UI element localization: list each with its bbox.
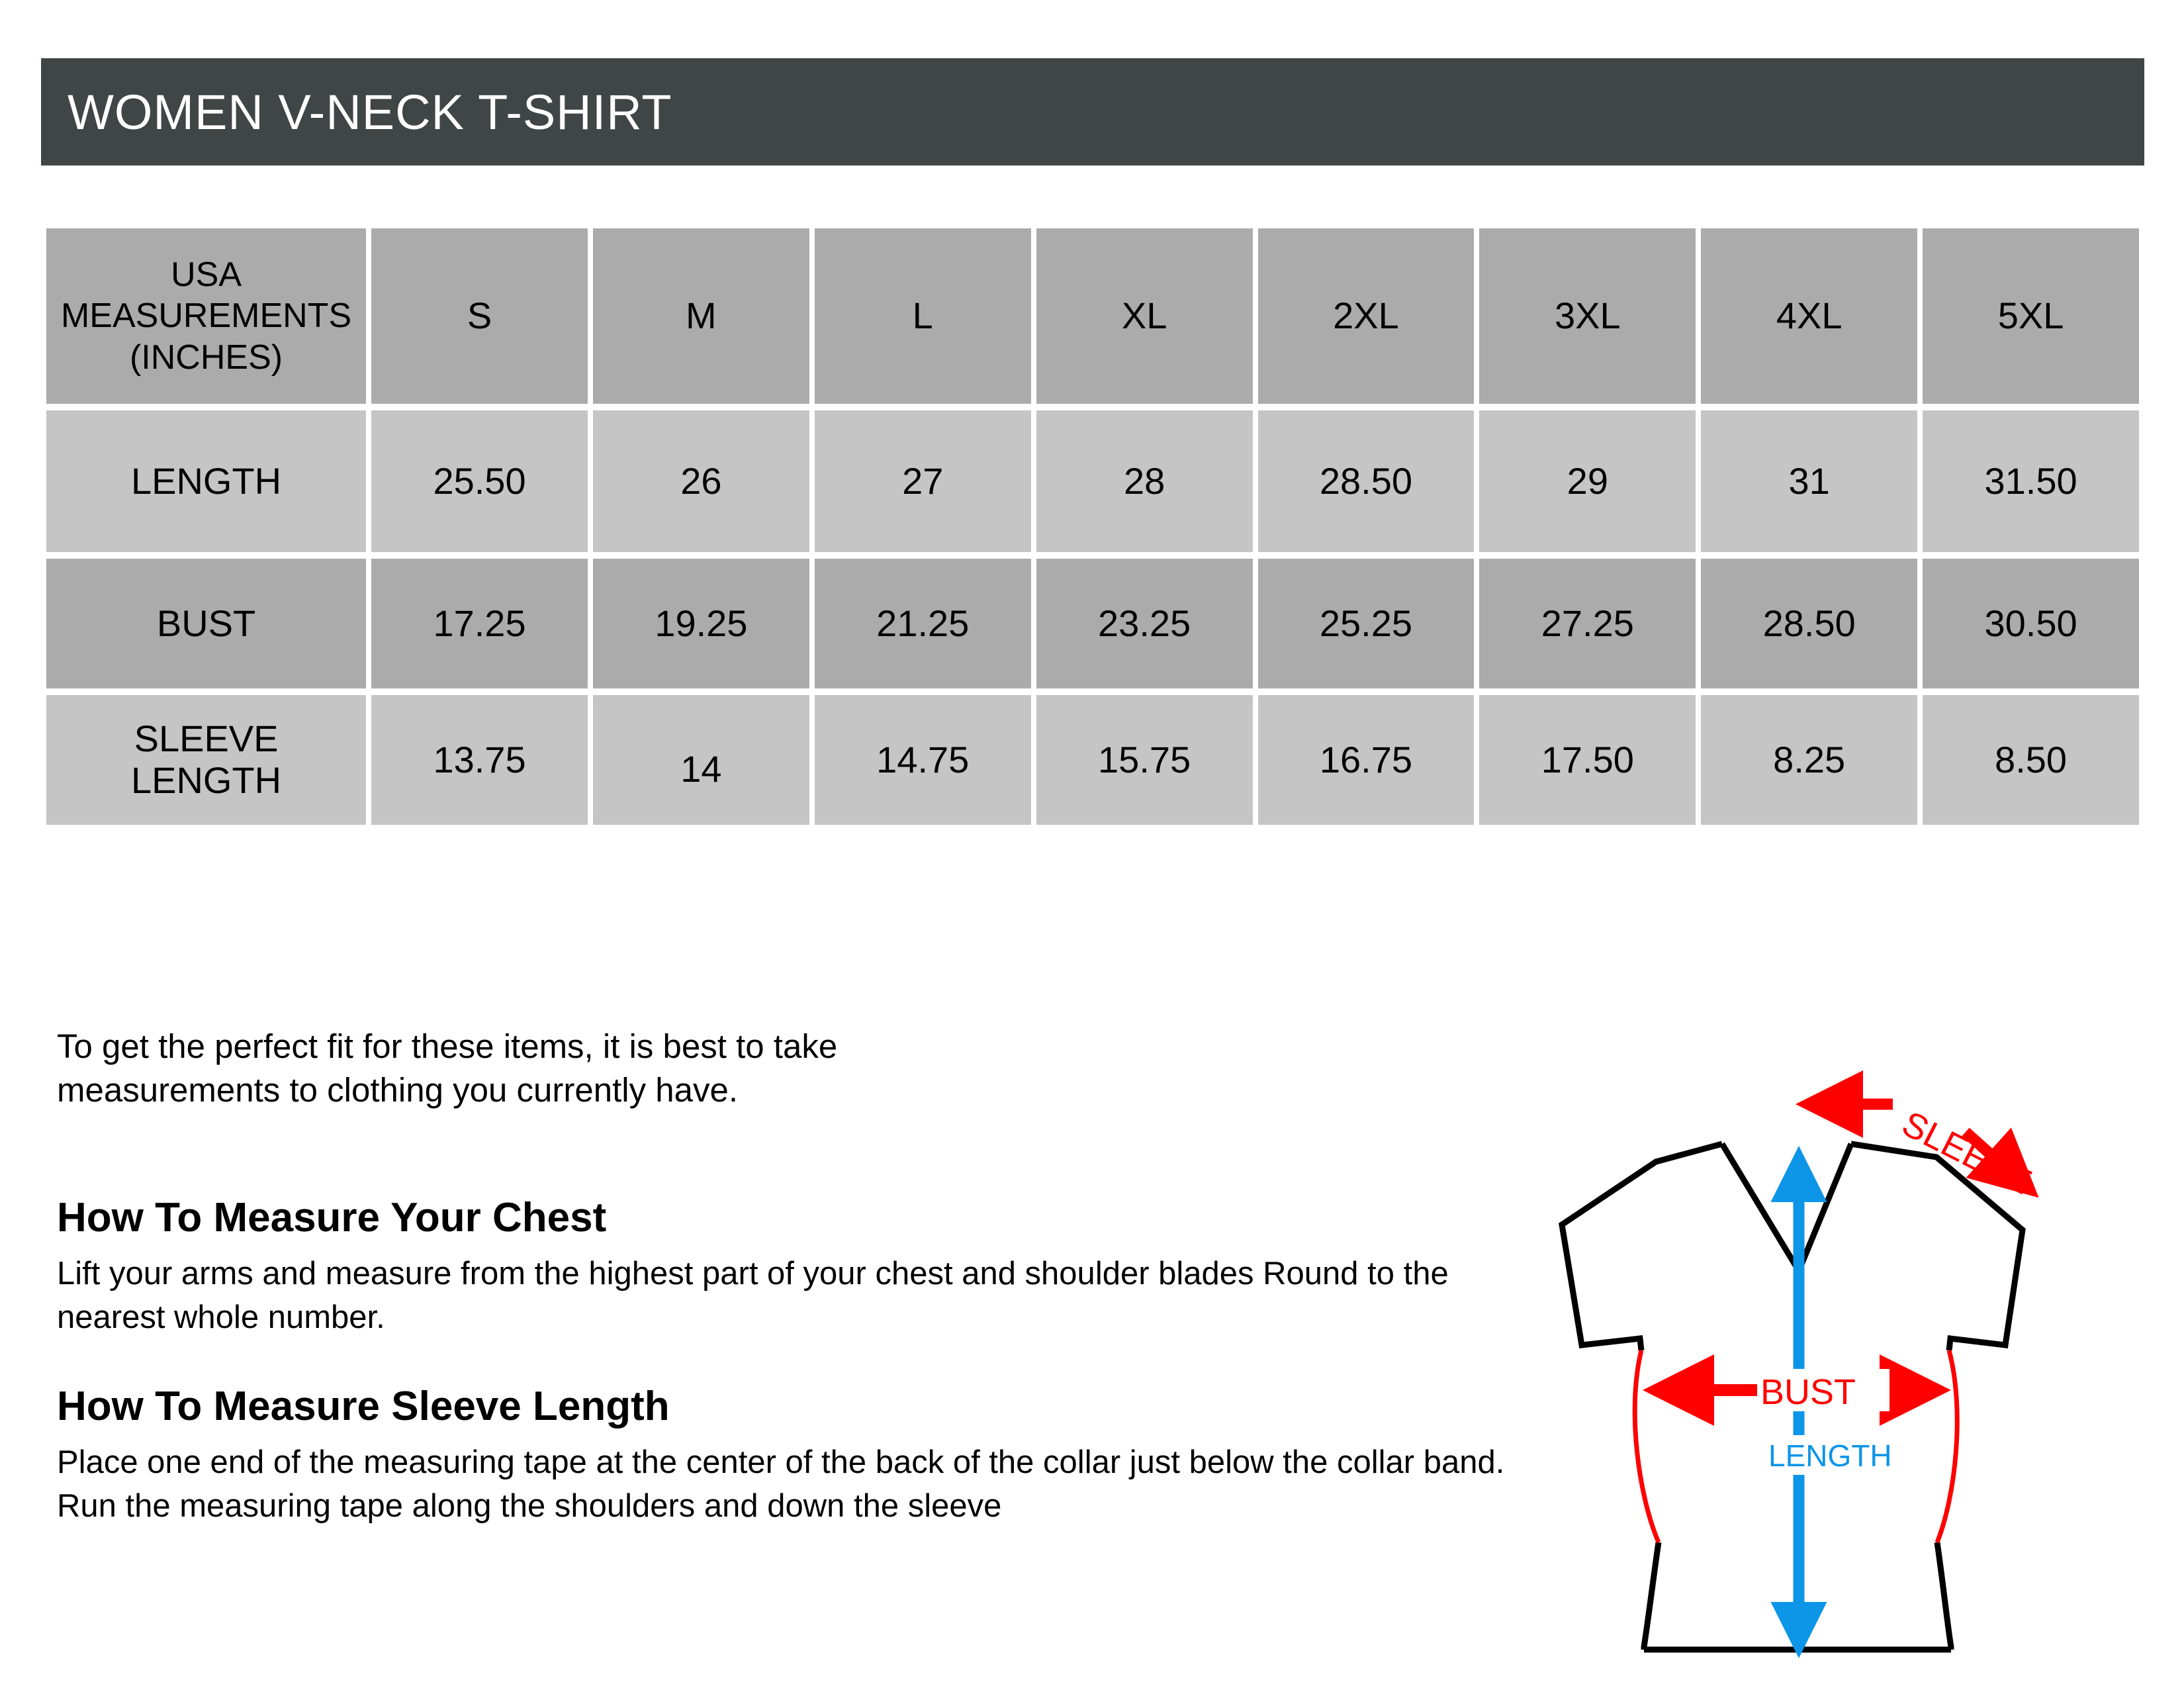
row-label-sleeve-length: SLEEVE LENGTH xyxy=(46,695,367,825)
sleeve-2xl: 16.75 xyxy=(1257,695,1475,825)
sleeve-l: 14.75 xyxy=(814,695,1031,825)
header-size-2xl: 2XL xyxy=(1257,228,1475,404)
bust-3xl: 27.25 xyxy=(1479,559,1696,688)
table-row-bust: BUST 17.25 19.25 21.25 23.25 25.25 27.25… xyxy=(46,559,2139,688)
corner-label-line1: USA xyxy=(171,255,242,294)
intro-text: To get the perfect fit for these items, … xyxy=(57,1027,838,1109)
table-row-length: LENGTH 25.50 26 27 28 28.50 29 31 31.50 xyxy=(46,410,2139,552)
row-label-bust: BUST xyxy=(46,559,367,688)
page-title: WOMEN V-NECK T-SHIRT xyxy=(68,84,672,140)
sleeve-3xl: 17.50 xyxy=(1479,695,1696,825)
bust-measure-arrow-icon: BUST xyxy=(1643,1354,1951,1426)
sleeve-heading: How To Measure Sleeve Length xyxy=(57,1383,670,1429)
sleeve-4xl: 8.25 xyxy=(1701,695,1918,825)
bust-5xl: 30.50 xyxy=(1923,559,2139,688)
length-xl: 28 xyxy=(1036,410,1253,552)
length-s: 25.50 xyxy=(371,410,588,552)
size-chart-table: USA MEASUREMENTS (INCHES) S M L XL 2XL 3… xyxy=(41,222,2144,831)
header-size-5xl: 5XL xyxy=(1923,228,2139,404)
table-row-sleeve-length: SLEEVE LENGTH 13.75 14 14.75 15.75 16.75… xyxy=(46,695,2139,825)
bust-l: 21.25 xyxy=(814,559,1031,688)
length-l: 27 xyxy=(814,410,1031,552)
bust-s: 17.25 xyxy=(371,559,588,688)
header-size-l: L xyxy=(814,228,1031,404)
header-size-4xl: 4XL xyxy=(1701,228,1918,404)
section-measure-chest: How To Measure Your Chest Lift your arms… xyxy=(57,1195,1546,1340)
bust-contour-icon xyxy=(1632,1350,1960,1544)
header-size-xl: XL xyxy=(1036,228,1253,404)
table-header-row: USA MEASUREMENTS (INCHES) S M L XL 2XL 3… xyxy=(46,228,2139,404)
sleeve-xl: 15.75 xyxy=(1036,695,1253,825)
length-label: LENGTH xyxy=(1768,1438,1892,1473)
header-size-m: M xyxy=(592,228,809,404)
section-measure-sleeve: How To Measure Sleeve Length Place one e… xyxy=(57,1383,1546,1528)
tshirt-measurement-diagram: LENGTH BUST SLEEVE xyxy=(1542,1039,2111,1675)
length-4xl: 31 xyxy=(1701,410,1918,552)
bust-label: BUST xyxy=(1760,1372,1856,1412)
bust-2xl: 25.25 xyxy=(1257,559,1475,688)
length-m: 26 xyxy=(592,410,809,552)
length-5xl: 31.50 xyxy=(1923,410,2139,552)
sleeve-5xl: 8.50 xyxy=(1923,695,2139,825)
row-label-length: LENGTH xyxy=(46,410,367,552)
header-size-s: S xyxy=(371,228,588,404)
chest-heading: How To Measure Your Chest xyxy=(57,1195,607,1241)
length-3xl: 29 xyxy=(1479,410,1696,552)
sleeve-s: 13.75 xyxy=(371,695,588,825)
header-corner-label: USA MEASUREMENTS (INCHES) xyxy=(46,228,367,404)
sleeve-body: Place one end of the measuring tape at t… xyxy=(57,1444,1505,1524)
sleeve-label-line2: LENGTH xyxy=(130,759,282,801)
corner-label-line3: (INCHES) xyxy=(129,338,283,377)
length-2xl: 28.50 xyxy=(1257,410,1475,552)
page-title-bar: WOMEN V-NECK T-SHIRT xyxy=(41,58,2144,165)
sleeve-m: 14 xyxy=(592,695,809,825)
corner-label-line2: MEASUREMENTS xyxy=(60,297,352,336)
chest-body: Lift your arms and measure from the high… xyxy=(57,1256,1449,1336)
bust-m: 19.25 xyxy=(592,559,809,688)
bust-xl: 23.25 xyxy=(1036,559,1253,688)
header-size-3xl: 3XL xyxy=(1479,228,1696,404)
sleeve-label-line1: SLEEVE xyxy=(134,718,279,760)
sleeve-m-value: 14 xyxy=(680,747,722,790)
bust-4xl: 28.50 xyxy=(1701,559,1918,688)
